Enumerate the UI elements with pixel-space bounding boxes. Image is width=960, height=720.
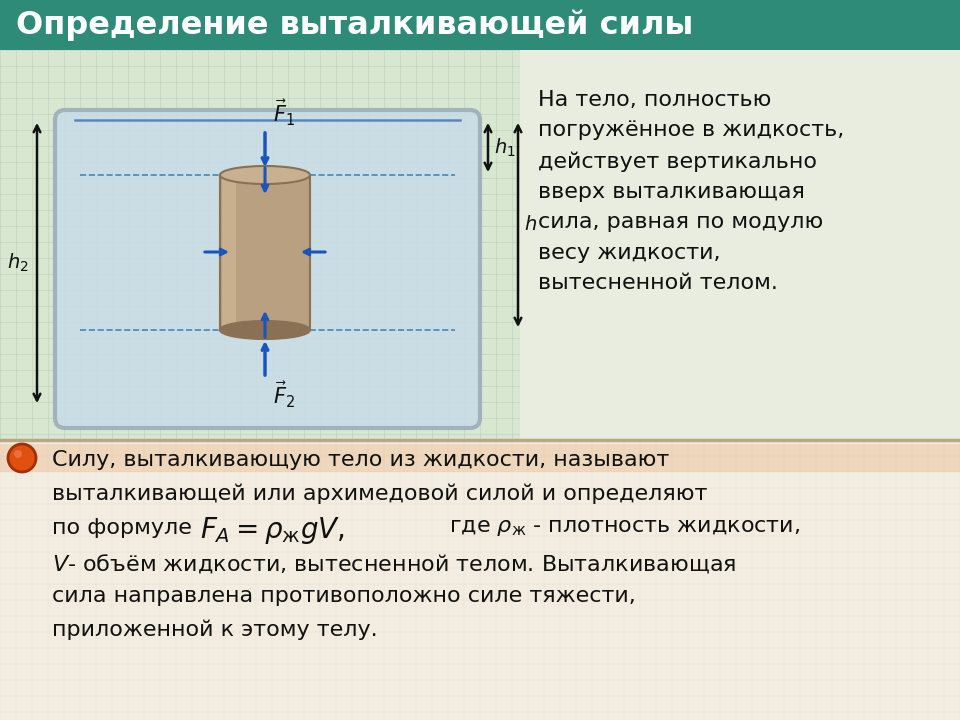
Text: $h_1$: $h_1$ — [494, 136, 516, 158]
Text: $h_2$: $h_2$ — [8, 252, 29, 274]
Text: $\vec{F}_2$: $\vec{F}_2$ — [273, 380, 295, 410]
Text: Определение выталкивающей силы: Определение выталкивающей силы — [16, 9, 693, 41]
Bar — [0, 444, 960, 472]
FancyBboxPatch shape — [55, 110, 480, 428]
Bar — [222, 179, 236, 326]
Text: $F_A = \rho_{\mathsf{ж}}gV,$: $F_A = \rho_{\mathsf{ж}}gV,$ — [200, 515, 345, 546]
Bar — [220, 175, 310, 330]
Bar — [520, 50, 960, 440]
Ellipse shape — [220, 321, 310, 339]
Text: выталкивающей или архимедовой силой и определяют: выталкивающей или архимедовой силой и оп… — [52, 484, 708, 505]
Bar — [0, 50, 520, 440]
Bar — [0, 440, 960, 720]
Text: $V$- объём жидкости, вытесненной телом. Выталкивающая: $V$- объём жидкости, вытесненной телом. … — [52, 552, 736, 575]
Circle shape — [14, 450, 22, 458]
Text: по формуле: по формуле — [52, 518, 199, 538]
Ellipse shape — [220, 166, 310, 184]
Text: Силу, выталкивающую тело из жидкости, называют: Силу, выталкивающую тело из жидкости, на… — [52, 450, 669, 470]
Circle shape — [8, 444, 36, 472]
Bar — [0, 0, 960, 50]
Text: $h$: $h$ — [524, 215, 537, 235]
Text: На тело, полностью
погружённое в жидкость,
действует вертикально
вверх выталкива: На тело, полностью погружённое в жидкост… — [538, 90, 844, 293]
Text: где $\rho_{\mathsf{ж}}$ - плотность жидкости,: где $\rho_{\mathsf{ж}}$ - плотность жидк… — [442, 518, 801, 538]
Text: сила направлена противоположно силе тяжести,: сила направлена противоположно силе тяже… — [52, 586, 636, 606]
Text: приложенной к этому телу.: приложенной к этому телу. — [52, 620, 377, 641]
Text: $\vec{F}_1$: $\vec{F}_1$ — [273, 98, 295, 128]
